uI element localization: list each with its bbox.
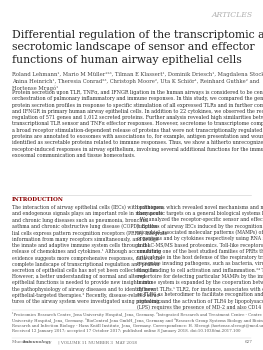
Text: ¹Proteomics Research Centre, Jena University Hospital, Jena, Germany. ²Integrate: ¹Proteomics Research Centre, Jena Univer… [12, 312, 263, 328]
Text: Immunology: Immunology [22, 340, 51, 344]
Text: Received 12 January 2017; accepted 17 October 2017; published online 8 January 2: Received 12 January 2017; accepted 17 Oc… [12, 329, 240, 333]
Text: Mucosal: Mucosal [12, 340, 31, 344]
Text: techniques, which revealed novel mechanisms and new
therapeutic targets on a gen: techniques, which revealed novel mechani… [137, 205, 263, 310]
Text: ARTICLES: ARTICLES [212, 11, 253, 19]
Text: | VOLUME 11 NUMBER 3  MAY 2018: | VOLUME 11 NUMBER 3 MAY 2018 [57, 340, 137, 344]
Text: Roland Lehmann¹, Mario M Müller¹²³, Tilman E Klassert¹, Dominik Driesch¹, Magdal: Roland Lehmann¹, Mario M Müller¹²³, Tilm… [12, 72, 263, 91]
Text: INTRODUCTION: INTRODUCTION [12, 197, 64, 202]
Text: Protein secretion upon TLR, TNFα, and IFNGR ligation in the human airways is con: Protein secretion upon TLR, TNFα, and IF… [12, 90, 263, 158]
Text: 627: 627 [245, 340, 253, 344]
Text: The interaction of airway epithelial cells (IECs) with pathogens
and endogenous : The interaction of airway epithelial cel… [12, 205, 167, 304]
Text: Differential regulation of the transcriptomic and
secrotomic landscape of sensor: Differential regulation of the transcrip… [12, 30, 263, 65]
